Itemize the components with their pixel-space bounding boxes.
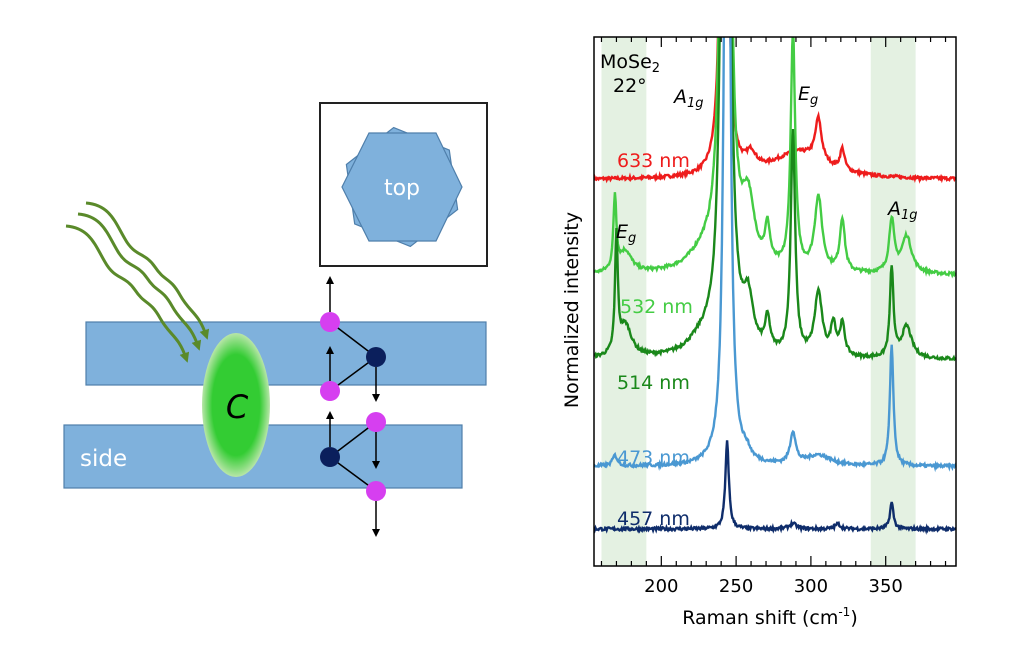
metal-atom [366,347,386,367]
inset-label: top [384,176,420,201]
side-label: side [80,446,127,472]
angle-label: 22° [613,75,647,97]
material-label: MoSe2 [600,51,660,76]
spectra [594,37,956,535]
center-label: C [226,388,249,426]
series-label: 514 nm [617,372,690,394]
light-waves-icon [65,201,210,363]
eg-left-annotation: Eg [616,221,636,246]
series-line-457-nm [594,440,956,535]
a1g-left-annotation: A1g [672,86,704,111]
displacement-arrows [326,276,380,537]
shaded-bands [601,37,916,566]
schematic-diagram: top side C [63,102,488,537]
top-layer [85,321,487,386]
x-tick-label: 250 [719,576,753,597]
series-line-532-nm [594,37,956,279]
series-label: 633 nm [617,150,690,172]
x-tick-labels: 200 250 300 350 [644,576,903,597]
raman-chart: 200 250 300 350 633 nm 532 nm 514 nm 473 nm 457… [561,36,957,629]
x-tick-label: 300 [794,576,828,597]
series-line-514-nm [594,37,956,362]
plot-frame [593,36,957,567]
series-label: 473 nm [617,447,690,469]
a1g-right-annotation: A1g [886,198,918,223]
x-tick-label: 200 [644,576,678,597]
eg-top-annotation: Eg [798,83,818,108]
chalcogen-atom [320,312,340,332]
x-axis-label-sup: -1 [838,605,850,619]
x-axis-label-text: Raman shift (cm [682,607,838,629]
series-line-633-nm [594,37,956,184]
x-axis-label: Raman shift (cm-1) [682,605,857,629]
shaded-band [601,37,647,566]
x-axis-label-end: ) [850,607,857,629]
hexagon-layer [341,132,463,242]
chalcogen-atom [320,381,340,401]
series-line-473-nm [594,37,956,473]
series-label: 532 nm [620,296,693,318]
chalcogen-atom [366,481,386,501]
series-label: 457 nm [617,508,690,530]
metal-atom [320,447,340,467]
atoms [320,312,386,501]
laser-spot-glow [202,333,270,477]
chalcogen-atom [366,412,386,432]
x-ticks [600,37,947,566]
series-labels: 633 nm 532 nm 514 nm 473 nm 457 nm [617,150,693,530]
x-tick-label: 350 [869,576,903,597]
y-axis-label: Normalized intensity [561,212,583,408]
